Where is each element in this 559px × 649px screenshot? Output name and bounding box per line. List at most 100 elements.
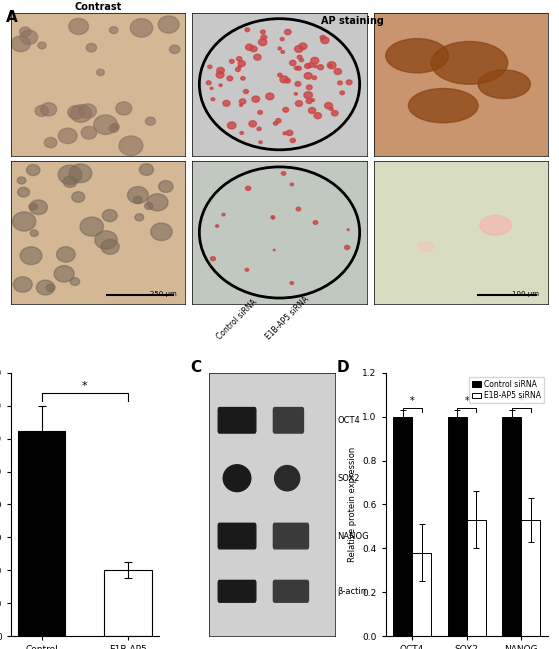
Circle shape <box>236 56 242 61</box>
Circle shape <box>281 51 285 53</box>
Text: C: C <box>191 360 202 375</box>
Circle shape <box>116 102 132 115</box>
FancyBboxPatch shape <box>172 322 372 519</box>
Circle shape <box>158 16 179 33</box>
Bar <box>412 553 431 636</box>
Text: AP staining: AP staining <box>321 16 383 26</box>
Circle shape <box>216 225 219 227</box>
Circle shape <box>290 138 295 143</box>
Ellipse shape <box>478 70 530 99</box>
Circle shape <box>81 127 97 139</box>
Circle shape <box>252 96 259 103</box>
Circle shape <box>304 92 312 99</box>
FancyBboxPatch shape <box>273 580 309 602</box>
Circle shape <box>95 231 117 249</box>
Circle shape <box>276 119 281 123</box>
Circle shape <box>94 115 117 134</box>
FancyBboxPatch shape <box>172 437 372 635</box>
Circle shape <box>325 103 333 109</box>
Circle shape <box>54 265 74 282</box>
Circle shape <box>70 105 92 122</box>
Circle shape <box>272 217 274 219</box>
Circle shape <box>313 221 318 225</box>
Legend: Control siRNA, E1B-AP5 siRNA: Control siRNA, E1B-AP5 siRNA <box>468 377 544 403</box>
Bar <box>448 417 467 636</box>
Circle shape <box>46 284 55 291</box>
Circle shape <box>329 64 332 67</box>
Ellipse shape <box>223 465 251 491</box>
Circle shape <box>17 177 26 184</box>
Circle shape <box>151 223 172 241</box>
Circle shape <box>41 103 56 116</box>
Circle shape <box>145 117 155 125</box>
Circle shape <box>72 191 84 202</box>
Circle shape <box>334 69 342 75</box>
Ellipse shape <box>386 39 448 73</box>
Circle shape <box>223 101 230 106</box>
Circle shape <box>145 202 153 210</box>
Circle shape <box>58 165 82 184</box>
Circle shape <box>68 106 84 119</box>
Circle shape <box>217 67 224 73</box>
Circle shape <box>280 76 288 83</box>
Circle shape <box>139 164 154 175</box>
Circle shape <box>97 69 105 75</box>
Text: *: * <box>519 396 524 406</box>
Bar <box>522 520 541 636</box>
Circle shape <box>344 245 350 249</box>
Circle shape <box>266 93 274 100</box>
Circle shape <box>295 82 301 86</box>
Circle shape <box>44 138 57 148</box>
Text: *: * <box>82 381 88 391</box>
Circle shape <box>79 104 97 118</box>
Circle shape <box>290 60 296 66</box>
Circle shape <box>216 71 224 78</box>
Circle shape <box>296 101 302 106</box>
Circle shape <box>210 87 213 90</box>
Ellipse shape <box>409 88 478 123</box>
Ellipse shape <box>431 42 508 84</box>
Circle shape <box>273 121 278 125</box>
Circle shape <box>290 183 293 186</box>
Circle shape <box>222 214 225 216</box>
Circle shape <box>306 85 312 90</box>
Circle shape <box>235 67 240 71</box>
Circle shape <box>58 128 77 143</box>
Circle shape <box>278 47 281 50</box>
Circle shape <box>290 282 293 284</box>
Circle shape <box>299 43 307 49</box>
Circle shape <box>300 58 304 62</box>
Circle shape <box>273 249 275 251</box>
Circle shape <box>80 217 103 236</box>
Circle shape <box>245 44 253 51</box>
Circle shape <box>320 36 325 40</box>
Circle shape <box>311 99 315 101</box>
Circle shape <box>13 276 32 292</box>
Circle shape <box>169 45 180 54</box>
Circle shape <box>133 196 142 203</box>
Circle shape <box>329 107 333 110</box>
Circle shape <box>271 215 274 219</box>
Circle shape <box>102 210 117 221</box>
Circle shape <box>308 63 314 67</box>
Circle shape <box>30 230 38 236</box>
Ellipse shape <box>274 465 300 491</box>
Circle shape <box>20 247 42 265</box>
Y-axis label: Relative protein expression: Relative protein expression <box>348 447 357 562</box>
FancyBboxPatch shape <box>218 408 256 433</box>
Text: A: A <box>6 10 17 25</box>
Circle shape <box>295 66 299 70</box>
Circle shape <box>286 130 293 136</box>
Text: D: D <box>337 360 349 375</box>
FancyBboxPatch shape <box>273 523 309 549</box>
Bar <box>467 520 486 636</box>
Circle shape <box>249 121 257 127</box>
Circle shape <box>296 207 301 211</box>
Circle shape <box>241 77 245 80</box>
Circle shape <box>86 43 97 52</box>
Circle shape <box>110 27 118 34</box>
Circle shape <box>219 84 222 86</box>
Circle shape <box>285 79 290 83</box>
Circle shape <box>260 30 266 34</box>
Circle shape <box>259 141 262 143</box>
